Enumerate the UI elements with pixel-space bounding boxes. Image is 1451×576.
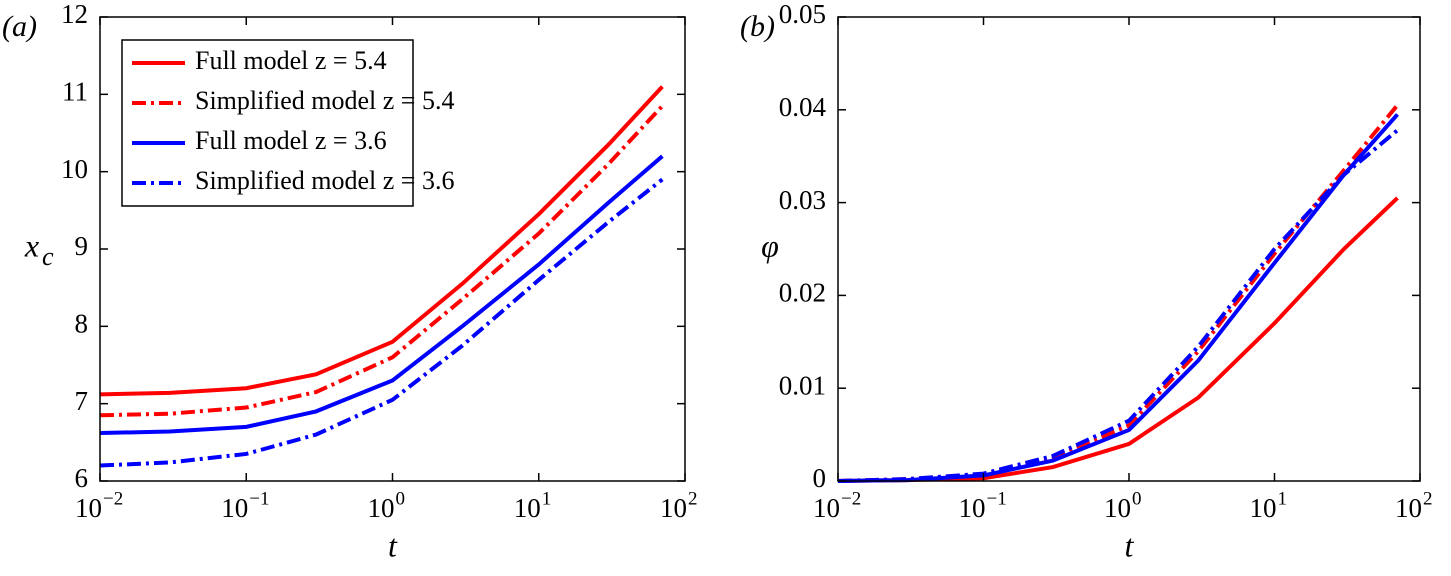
series-line	[837, 196, 1399, 483]
y-tick-label: 0.05	[779, 0, 826, 29]
y-tick-label: 10	[61, 154, 88, 184]
y-tick-label: 0	[813, 463, 827, 493]
series-line	[837, 128, 1399, 483]
legend-label: Simplified model z = 5.4	[195, 86, 454, 115]
legend-label: Simplified model z = 3.6	[195, 166, 454, 195]
x-tick-exponent: 1	[542, 488, 552, 509]
x-axis-label: t	[1125, 527, 1135, 563]
x-tick-exponent: 2	[1423, 488, 1433, 509]
y-tick-label: 6	[75, 463, 89, 493]
y-tick-label: 12	[61, 0, 88, 29]
y-tick-label: 0.02	[779, 278, 826, 308]
x-tick-exponent: −1	[987, 488, 1007, 509]
x-tick-exponent: −2	[103, 488, 123, 509]
x-tick-label: 10	[1395, 493, 1422, 523]
x-tick-label: 10	[221, 493, 248, 523]
x-tick-exponent: −1	[249, 488, 269, 509]
x-tick-exponent: 1	[1278, 488, 1288, 509]
series-line	[99, 154, 664, 436]
panel-label: (b)	[740, 10, 775, 43]
legend-box	[121, 39, 414, 207]
x-tick-label: 10	[660, 493, 687, 523]
y-axis-label: x	[24, 227, 39, 263]
legend-label: Full model z = 5.4	[195, 46, 387, 75]
x-tick-exponent: 0	[1132, 488, 1142, 509]
x-tick-exponent: 0	[396, 488, 406, 509]
x-tick-label: 10	[75, 493, 102, 523]
series-line	[99, 85, 664, 397]
plot-frame	[837, 16, 1421, 482]
x-tick-label: 10	[959, 493, 986, 523]
y-axis-label-subscript: c	[42, 242, 54, 271]
x-axis-label: t	[388, 527, 398, 563]
series-line	[99, 177, 664, 468]
y-tick-label: 0.04	[779, 92, 827, 122]
y-tick-label: 0.03	[779, 185, 826, 215]
y-axis-label: φ	[761, 227, 779, 263]
x-tick-label: 10	[368, 493, 395, 523]
x-tick-exponent: 2	[688, 488, 698, 509]
panel-label: (a)	[2, 10, 37, 43]
x-tick-label: 10	[813, 493, 840, 523]
y-tick-label: 11	[62, 77, 88, 107]
x-tick-exponent: −2	[841, 488, 861, 509]
x-tick-label: 10	[514, 493, 541, 523]
legend-label: Full model z = 3.6	[195, 126, 387, 155]
y-tick-label: 0.01	[779, 370, 826, 400]
y-tick-label: 9	[75, 231, 89, 261]
x-tick-label: 10	[1104, 493, 1131, 523]
x-tick-label: 10	[1250, 493, 1277, 523]
y-tick-label: 7	[75, 386, 89, 416]
series-line	[837, 113, 1399, 483]
series-line	[99, 104, 664, 418]
y-tick-label: 8	[75, 309, 89, 339]
